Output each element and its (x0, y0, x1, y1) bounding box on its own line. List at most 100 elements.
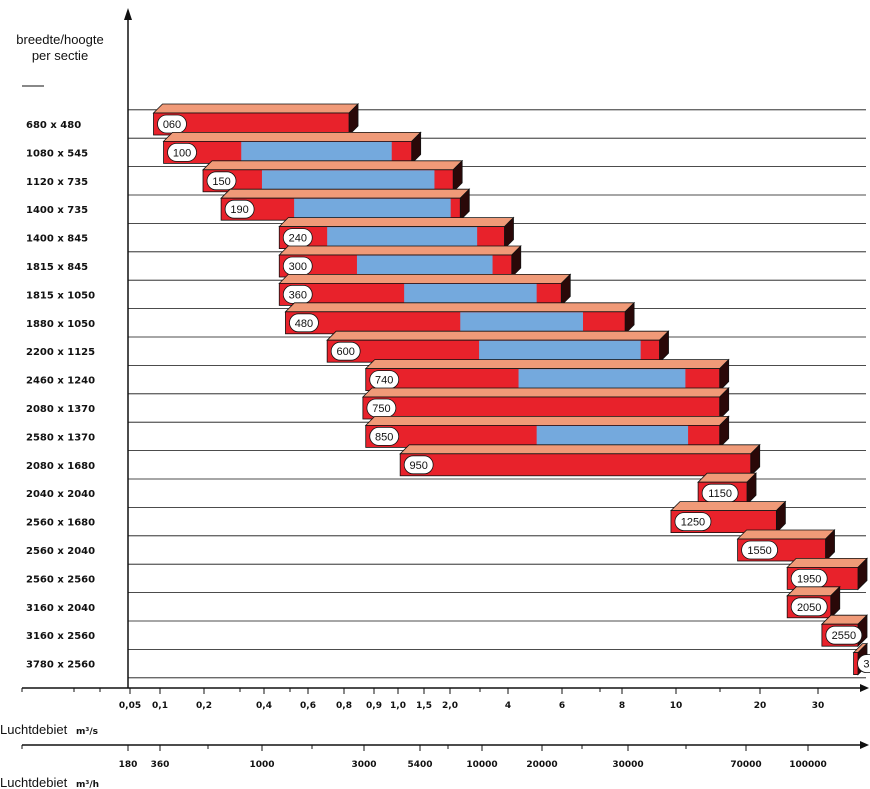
bar-badge (369, 426, 400, 446)
x-bottom-tick-label: 70000 (730, 760, 761, 770)
row-label: 1120 x 735 (26, 177, 88, 188)
row-label: 3780 x 2560 (26, 660, 95, 671)
bar-1950: 1950 (786, 557, 868, 591)
row-label: 2200 x 1125 (26, 347, 95, 358)
x-top-tick-label: 8 (619, 701, 625, 711)
bar-id-label: 240 (289, 233, 307, 245)
bar-id-label: 100 (173, 147, 191, 159)
row-label: 2080 x 1370 (26, 404, 95, 415)
x-top-tick-label: 0,8 (336, 701, 352, 711)
bar-950: 950 (399, 443, 761, 477)
x-top-tick-label: 0,9 (366, 701, 382, 711)
bar-top-face (669, 501, 787, 512)
x-top-tick-label: 1,0 (390, 701, 406, 711)
x-bottom-tick-label: 20000 (526, 760, 557, 770)
row-label: 680 x 480 (26, 120, 81, 131)
bar-100: 100 (162, 131, 422, 165)
bar-blue-segment (460, 312, 583, 334)
bar-badge (403, 455, 434, 475)
x-top-tick-label: 20 (754, 701, 767, 711)
bar-750: 750 (361, 387, 730, 420)
bar-2550: 2550 (820, 614, 868, 648)
bar-id-label: 850 (375, 431, 393, 443)
bar-060: 060 (152, 103, 359, 136)
x-axis-bottom-arrow (860, 741, 869, 749)
bar-top-face (697, 472, 757, 483)
row-label: 1880 x 1050 (26, 319, 95, 330)
bar-id-label: 150 (212, 176, 230, 188)
bar-badge (857, 654, 870, 673)
row-label: 3160 x 2560 (26, 631, 95, 642)
bar-150: 150 (202, 159, 464, 193)
bar-id-label: 480 (295, 318, 313, 330)
bar-badge (741, 540, 778, 560)
bar-top-face (361, 387, 730, 398)
row-label: 1080 x 545 (26, 148, 88, 159)
bar-id-label: 750 (372, 403, 390, 415)
row-label: 2580 x 1370 (26, 432, 95, 443)
row-label: 3160 x 2040 (26, 603, 95, 614)
x-top-axis-title: Luchtdebiet (0, 722, 68, 737)
y-axis-title-line: per sectie (32, 48, 88, 63)
x-top-tick-label: 0,05 (119, 701, 141, 711)
x-top-tick-label: 10 (670, 701, 683, 711)
bar-top-face (202, 160, 464, 171)
bar-480: 480 (284, 301, 636, 335)
bar-front (399, 453, 752, 477)
x-bottom-tick-label: 30000 (612, 760, 643, 770)
bar-blue-segment (479, 340, 641, 362)
y-axis-arrow (124, 8, 132, 20)
bar-blue-segment (404, 283, 537, 305)
row-label: 2560 x 1680 (26, 518, 95, 529)
row-label: 1815 x 845 (26, 262, 88, 273)
bar-blue-segment (518, 369, 686, 391)
bar-top-face (786, 558, 868, 568)
bar-850: 850 (364, 415, 730, 449)
row-label: 1815 x 1050 (26, 290, 95, 301)
bar-blue-segment (241, 141, 392, 163)
row-label: 1400 x 735 (26, 205, 88, 216)
bar-top-face (162, 131, 422, 142)
bar-blue-segment (356, 255, 493, 277)
bar-blue-segment (294, 198, 451, 220)
bar-id-label: 360 (289, 289, 307, 301)
bar-front (362, 396, 721, 420)
x-bottom-tick-label: 5400 (407, 760, 432, 770)
label-layer: 680 x 480 1080 x 545 1120 x 735 1400 x 735 1… (26, 120, 95, 671)
x-axis-top-arrow (860, 684, 869, 692)
x-top-tick-label: 0,2 (196, 701, 212, 711)
x-top-tick-label: 30 (812, 701, 825, 711)
bar-id-label: 060 (163, 119, 181, 131)
x-bottom-tick-label: 1000 (249, 760, 274, 770)
bar-top-face (278, 217, 515, 228)
bar-blue-segment (536, 425, 689, 447)
bar-top-face (399, 444, 761, 455)
bar-blue-segment (327, 227, 478, 249)
x-top-tick-label: 0,6 (300, 701, 316, 711)
row-label: 2080 x 1680 (26, 461, 95, 472)
row-label: 2560 x 2040 (26, 546, 95, 557)
bar-blue-segment (261, 170, 435, 192)
x-bottom-tick-label: 10000 (466, 760, 497, 770)
bar-190: 190 (220, 188, 471, 222)
bar-id-label: 1250 (681, 517, 705, 529)
x-bottom-tick-label: 360 (151, 760, 170, 770)
y-axis-title-line: breedte/hoogte (16, 32, 103, 47)
bar-2050: 2050 (786, 585, 841, 619)
bar-top-face (326, 330, 670, 341)
x-bottom-axis-title: Luchtdebiet (0, 775, 68, 789)
bar-1150: 1150 (697, 472, 757, 506)
x-bottom-tick-label: 3000 (351, 760, 376, 770)
bar-badge (825, 625, 863, 645)
row-label: 1400 x 845 (26, 234, 88, 245)
bar-id-label: 1550 (747, 545, 771, 557)
bar-badge (206, 171, 237, 191)
bar-1550: 1550 (736, 529, 836, 562)
bar-top-face (278, 245, 522, 256)
x-bottom-axis-unit: m³/h (76, 780, 99, 789)
bar-3150: 3150 (852, 642, 870, 676)
bar-360: 360 (278, 273, 572, 307)
bar-badge (224, 199, 255, 219)
